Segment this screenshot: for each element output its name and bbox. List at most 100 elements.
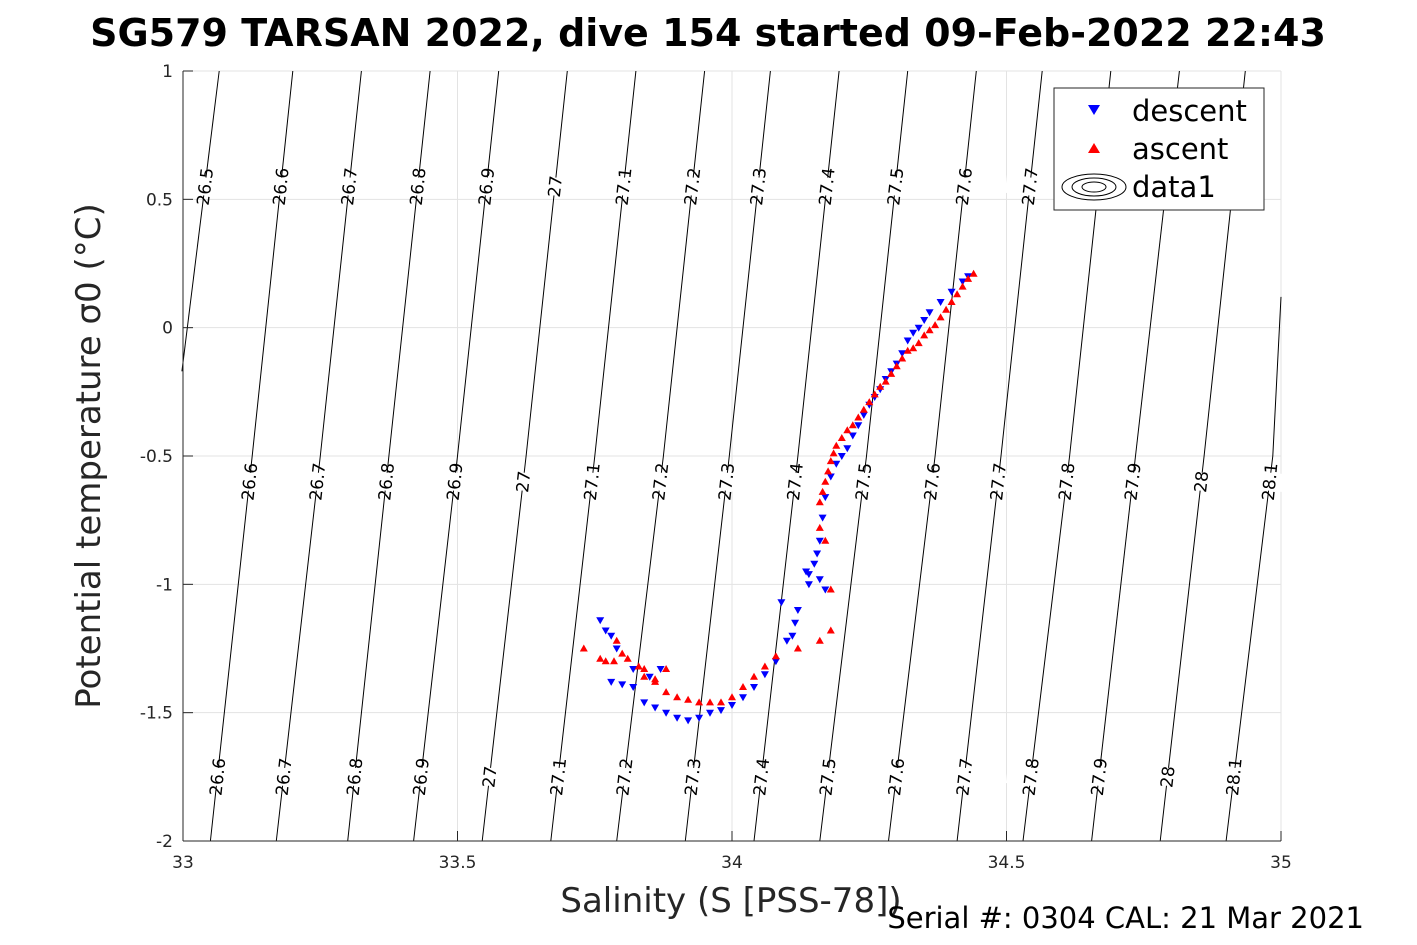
descent-point	[848, 432, 857, 440]
ascent-point	[579, 644, 588, 652]
ascent-point	[695, 698, 704, 706]
contour-label-bg	[1244, 470, 1295, 494]
density-contour	[1225, 296, 1282, 842]
contour-label: 26.8	[375, 462, 399, 502]
contour-label-bg	[598, 174, 649, 199]
contour-label: 27.6	[921, 462, 945, 502]
contour-label: 26.7	[338, 167, 362, 207]
contour-label-bg	[770, 470, 820, 494]
y-tick-label: -1	[156, 575, 173, 595]
ascent-point	[843, 426, 852, 434]
density-contour	[616, 70, 706, 842]
contour-label-bg	[736, 765, 787, 789]
descent-point	[645, 673, 654, 681]
descent-point	[810, 560, 819, 568]
ascent-point	[931, 321, 940, 329]
contour-label-bg	[1209, 765, 1259, 789]
contour-label: 27.2	[649, 462, 673, 502]
contour-label-bg	[907, 470, 957, 494]
descent-point	[791, 619, 800, 627]
density-contour	[550, 70, 637, 842]
y-tick-label: 1	[162, 62, 173, 82]
contour-label-bg	[396, 765, 446, 789]
contour-label-bg	[498, 470, 549, 494]
descent-point	[854, 422, 863, 430]
descent-point	[821, 586, 830, 594]
legend-ascent-marker	[1088, 143, 1100, 153]
contour-label: 27.4	[784, 462, 808, 502]
ascent-point	[920, 331, 929, 339]
legend-descent-label: descent	[1132, 94, 1247, 128]
contour-label-bg	[566, 470, 617, 494]
descent-point	[607, 632, 616, 640]
density-contours	[181, 70, 1282, 842]
descent-point	[788, 632, 797, 640]
descent-point	[684, 717, 693, 725]
ascent-point	[618, 649, 627, 657]
contour-label-bg	[801, 174, 852, 199]
ascent-point	[898, 354, 907, 362]
ascent-point	[760, 662, 769, 670]
contour-label-bg	[635, 470, 686, 494]
contour-label-bg	[1005, 765, 1056, 789]
ascent-point	[953, 290, 962, 298]
contour-label: 26.9	[475, 167, 499, 207]
x-tick-label: 33	[172, 853, 194, 873]
ascent-point	[610, 657, 618, 665]
descent-point	[826, 473, 835, 481]
legend-descent-marker	[1088, 105, 1100, 115]
ascent-point	[909, 344, 918, 352]
contour-label: 26.5	[194, 167, 219, 207]
contour-label: 27.5	[817, 757, 841, 797]
descent-point	[596, 617, 605, 625]
contour-label: 27.2	[681, 167, 705, 207]
contour-label-bg	[464, 765, 515, 789]
ascent-point	[942, 305, 951, 313]
contour-label: 27.8	[1020, 757, 1044, 797]
ascent-point	[612, 636, 621, 644]
descent-point	[717, 707, 725, 715]
legend-contour-icon	[1061, 173, 1127, 201]
contour-label: 27.1	[581, 462, 605, 502]
descent-point	[662, 709, 671, 717]
ascent-point	[640, 665, 649, 672]
descent-series	[596, 273, 973, 725]
contour-label-bg	[530, 174, 580, 199]
y-tick-label: 0.5	[146, 190, 173, 210]
descent-point	[771, 658, 780, 666]
contour-label: 28	[1191, 470, 1213, 494]
ascent-point	[914, 339, 923, 347]
descent-point	[706, 709, 714, 717]
contour-label-bg	[192, 765, 243, 789]
ascent-point	[739, 683, 747, 690]
x-tick-label: 34	[721, 853, 743, 873]
ascent-point	[848, 421, 857, 429]
ascent-point	[826, 457, 835, 465]
contour-label-bg	[599, 765, 650, 789]
ascent-point	[829, 449, 838, 457]
descent-point	[815, 576, 824, 584]
y-tick-labels: 1 0.5 0 -0.5 -1 -1.5 -2	[140, 62, 173, 852]
contour-label-bg	[973, 470, 1023, 494]
ascent-point	[887, 369, 896, 377]
contour-label: 27.1	[613, 167, 637, 207]
ascent-point	[651, 675, 660, 683]
ascent-point	[662, 665, 671, 672]
contour-label-bg	[701, 470, 752, 494]
contour-label: 28.1	[1259, 462, 1283, 502]
legend-ascent-label: ascent	[1132, 132, 1228, 166]
contour-label: 27.6	[953, 167, 977, 207]
density-contour	[753, 70, 840, 842]
contour-label: 27.2	[613, 757, 637, 797]
descent-point	[760, 671, 769, 679]
x-tick-label: 34.5	[988, 853, 1026, 873]
contour-label: 26.6	[238, 462, 262, 502]
contour-label: 27.1	[547, 757, 571, 797]
density-contour	[209, 70, 294, 842]
x-tick-labels: 33 33.5 34 34.5 35	[172, 853, 1292, 873]
contour-label-bg	[1142, 765, 1193, 789]
descent-point	[656, 666, 665, 673]
contour-label-bg	[1074, 765, 1124, 789]
descent-point	[695, 714, 704, 722]
ascent-point	[892, 362, 901, 370]
